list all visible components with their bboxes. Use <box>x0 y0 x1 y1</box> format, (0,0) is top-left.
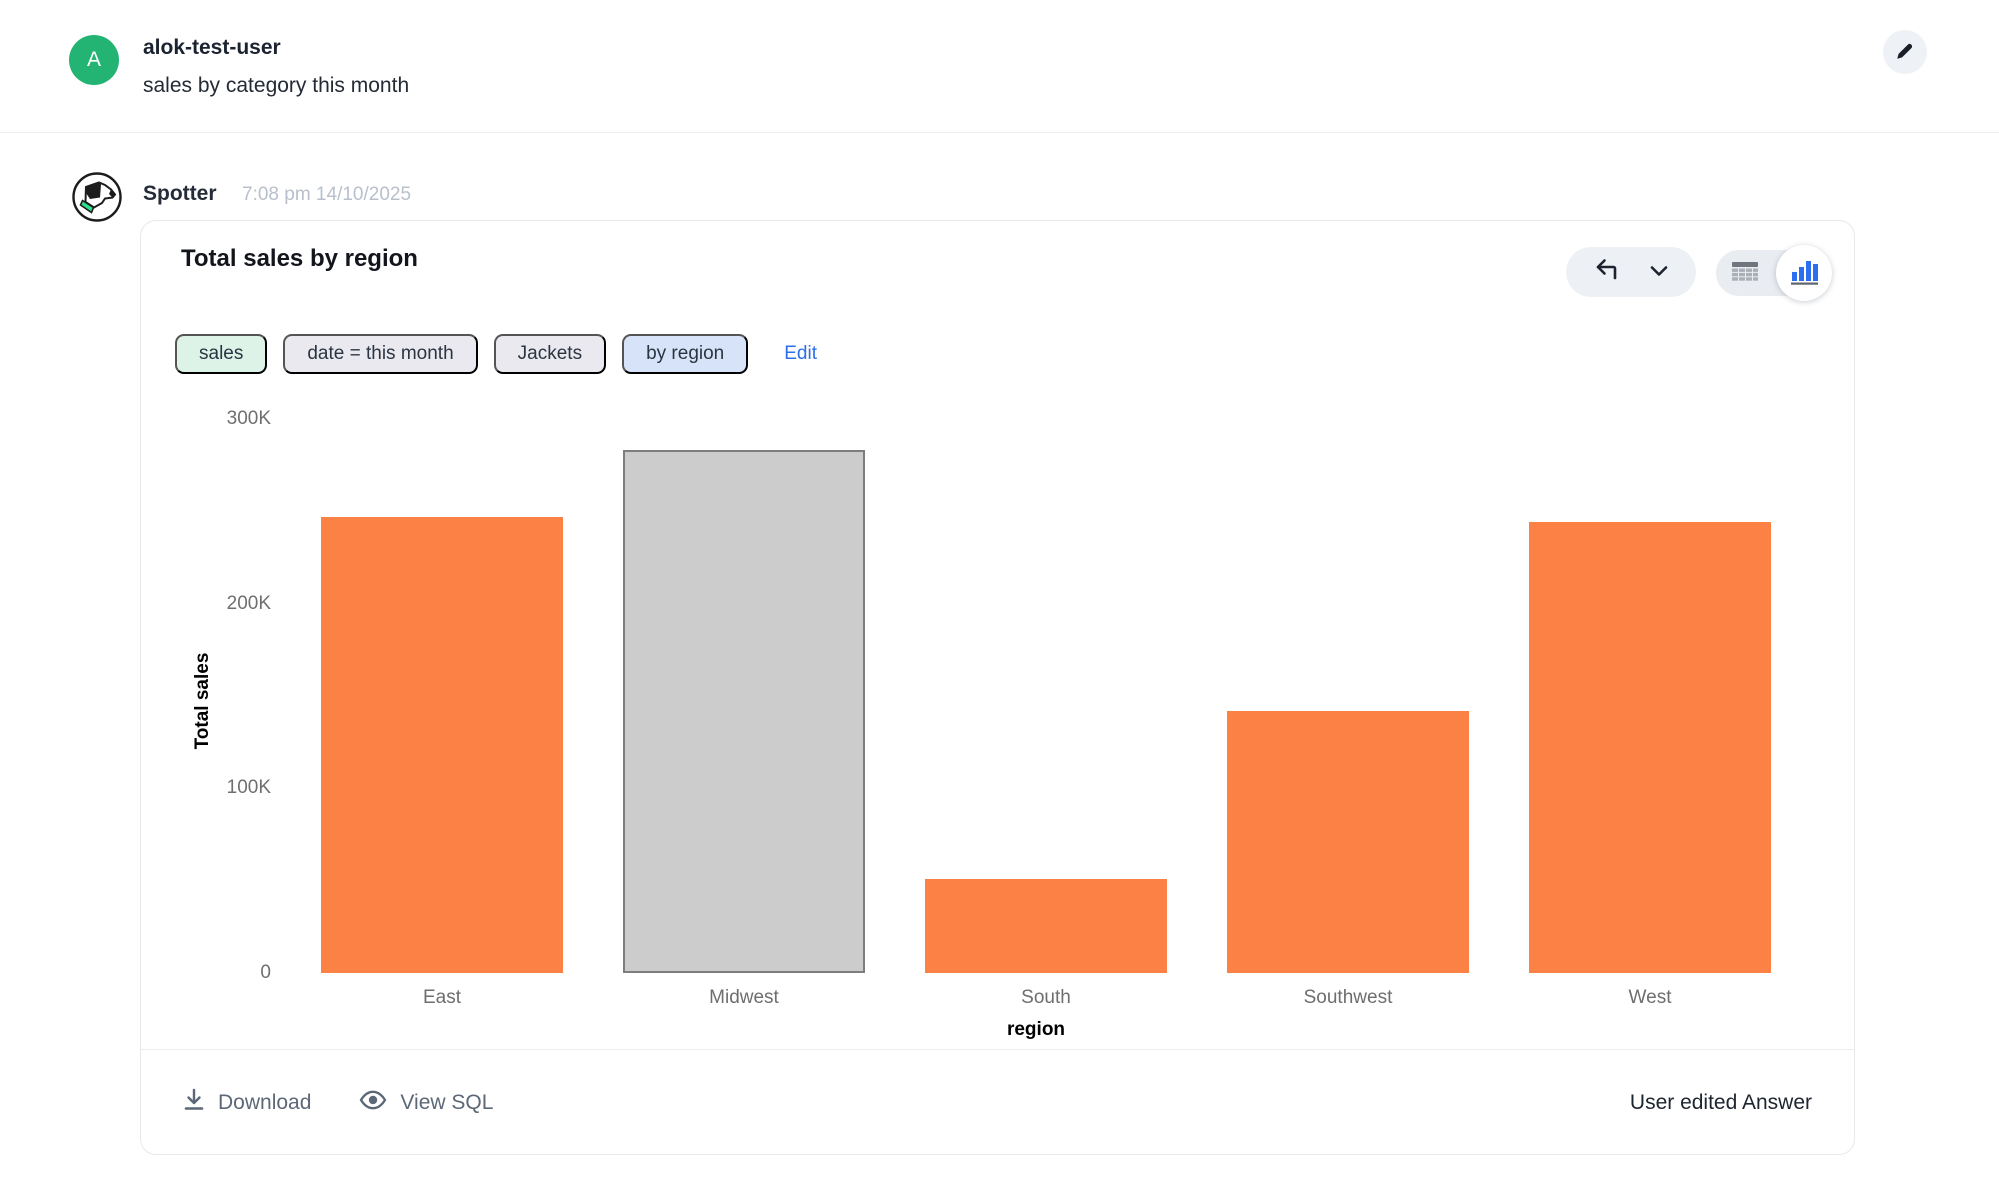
view-sql-button[interactable]: View SQL <box>359 1090 493 1116</box>
bar-chart-icon <box>1789 258 1819 289</box>
user-avatar: A <box>69 35 119 85</box>
x-axis-title: region <box>1006 1019 1066 1040</box>
spotter-name: Spotter <box>143 182 217 205</box>
message-timestamp: 7:08 pm 14/10/2025 <box>242 184 412 205</box>
x-axis-labels: East Midwest South Southwest West <box>291 987 1801 1009</box>
bar-east[interactable] <box>321 516 563 973</box>
edit-query-link[interactable]: Edit <box>784 343 817 364</box>
bar-slot-midwest <box>593 419 895 973</box>
y-tick-label: 0 <box>260 962 271 983</box>
table-view-button[interactable] <box>1716 250 1774 296</box>
chevron-down-icon <box>1649 264 1669 281</box>
query-token-bar: sales date = this month Jackets by regio… <box>175 334 817 374</box>
user-edited-answer-status: User edited Answer <box>1629 1090 1812 1114</box>
x-axis-label-south: South <box>1021 987 1071 1008</box>
pencil-icon <box>1894 40 1916 65</box>
token-chip-jackets[interactable]: Jackets <box>493 334 607 374</box>
bar-west[interactable] <box>1529 522 1771 973</box>
user-query-text: sales by category this month <box>143 74 410 97</box>
x-axis-label-east: East <box>422 987 462 1008</box>
download-button[interactable]: Download <box>183 1088 311 1118</box>
page-header: A alok-test-user sales by category this … <box>0 0 1999 133</box>
username: alok-test-user <box>143 36 281 59</box>
x-axis-label-southwest: Southwest <box>1303 987 1393 1008</box>
user-avatar-letter: A <box>86 48 101 71</box>
undo-button[interactable] <box>1593 257 1621 288</box>
card-controls <box>1566 245 1832 301</box>
answer-card: Total sales by region <box>140 220 1855 1155</box>
chart-view-button[interactable] <box>1776 245 1832 301</box>
y-tick-label: 300K <box>226 408 271 429</box>
bar-midwest[interactable] <box>623 450 865 973</box>
y-tick-label: 200K <box>226 592 271 614</box>
x-axis-label-west: West <box>1628 987 1672 1008</box>
y-axis-title: Total sales <box>192 652 213 750</box>
bar-slot-east <box>291 419 593 973</box>
y-tick-label: 100K <box>226 777 271 799</box>
chart-title: Total sales by region <box>181 245 418 272</box>
token-chip-by-region[interactable]: by region <box>622 334 749 374</box>
footer-actions: Download View SQL <box>183 1088 493 1118</box>
undo-arrow-icon <box>1593 257 1621 288</box>
table-chart-toggle <box>1716 245 1832 301</box>
token-chip-date[interactable]: date = this month <box>283 334 478 374</box>
eye-icon <box>359 1090 387 1116</box>
table-icon <box>1731 259 1759 288</box>
x-axis-label-midwest: Midwest <box>709 987 779 1008</box>
bar-slot-southwest <box>1197 419 1499 973</box>
bar-slot-south <box>895 419 1197 973</box>
view-sql-label: View SQL <box>400 1090 494 1114</box>
undo-dropdown-button[interactable] <box>1649 264 1669 281</box>
bar-south[interactable] <box>925 878 1167 973</box>
edit-conversation-button[interactable] <box>1883 30 1927 74</box>
token-chip-sales[interactable]: sales <box>175 334 268 374</box>
bar-southwest[interactable] <box>1227 710 1469 973</box>
download-label: Download <box>218 1090 312 1114</box>
download-icon <box>183 1088 205 1118</box>
undo-control-group <box>1566 247 1696 297</box>
plot-area <box>291 419 1801 973</box>
bar-slot-west <box>1499 419 1801 973</box>
spotter-logo-icon <box>71 171 123 223</box>
card-footer: Download View SQL User edited Answer <box>141 1049 1854 1155</box>
y-axis: 300K 200K 100K 0 <box>141 408 271 983</box>
